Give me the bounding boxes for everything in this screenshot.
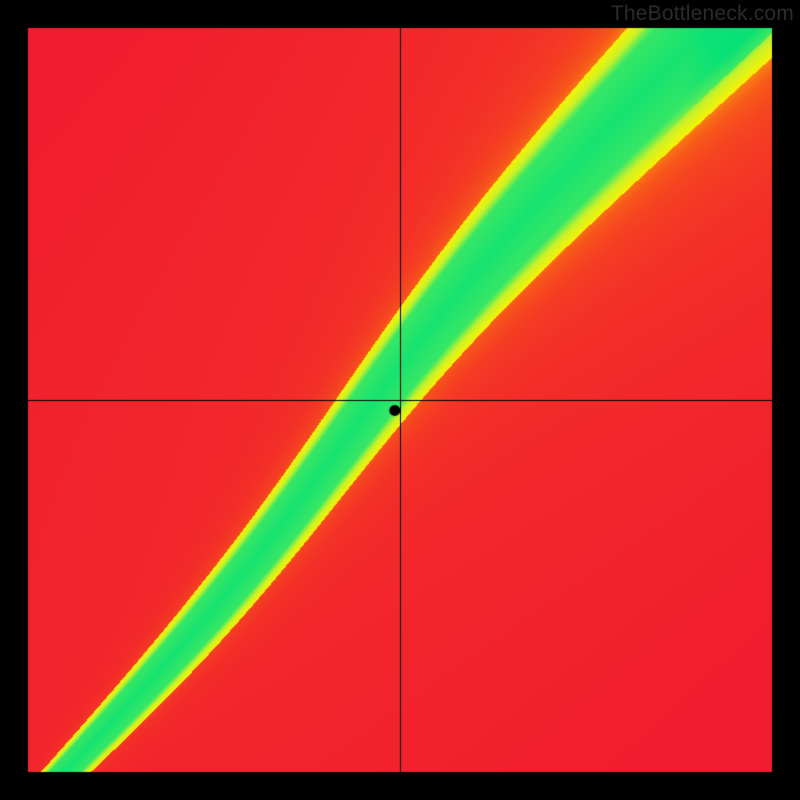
attribution-label: TheBottleneck.com xyxy=(611,2,794,26)
chart-stage: TheBottleneck.com xyxy=(0,0,800,800)
bottleneck-heatmap-canvas xyxy=(0,0,800,800)
